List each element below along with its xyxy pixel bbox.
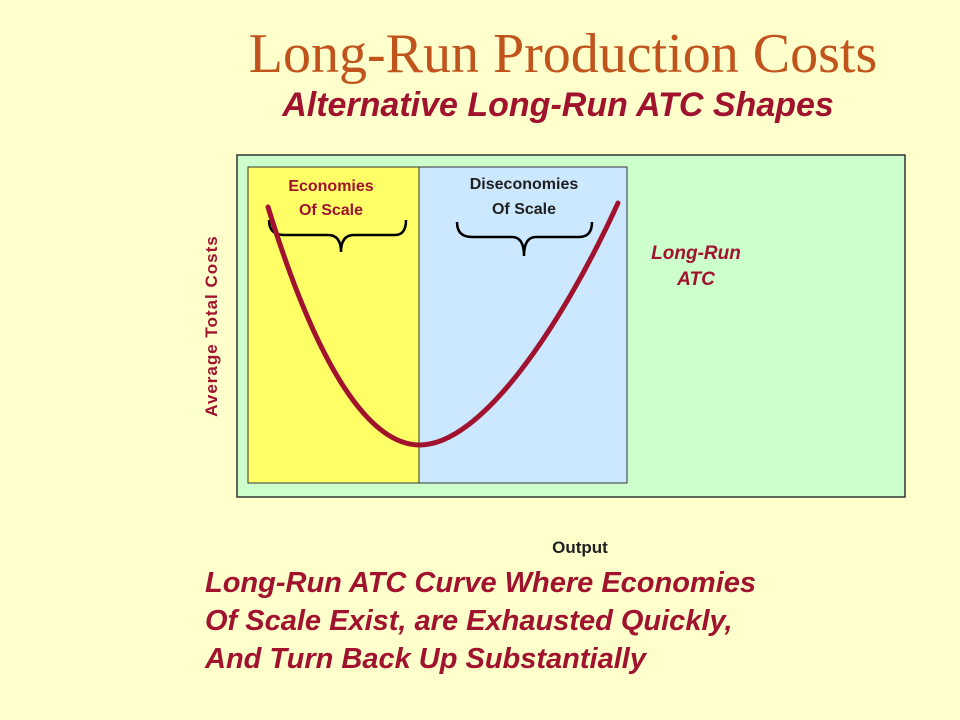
- caption-line-2: Of Scale Exist, are Exhausted Quickly,: [205, 605, 733, 637]
- caption: Long-Run ATC Curve Where Economies Of Sc…: [205, 564, 945, 678]
- curve-label-line-2: ATC: [676, 269, 715, 290]
- economies-label-line-1: Economies: [288, 178, 373, 195]
- caption-line-1: Long-Run ATC Curve Where Economies: [205, 567, 757, 599]
- long-run-atc-curve: [265, 200, 621, 448]
- page-subtitle: Alternative Long-Run ATC Shapes: [282, 86, 834, 124]
- diseconomies-label-line-2: Of Scale: [492, 201, 556, 218]
- diseconomies-brace: [455, 221, 594, 257]
- y-axis-label: Average Total Costs: [202, 235, 221, 417]
- caption-line-3: And Turn Back Up Substantially: [205, 643, 646, 675]
- economies-label-line-2: Of Scale: [299, 202, 363, 219]
- curve-label-line-1: Long-Run: [651, 243, 741, 264]
- diseconomies-of-scale-region: [418, 166, 628, 484]
- page-title: Long-Run Production Costs: [248, 23, 878, 85]
- x-axis-label: Output: [552, 538, 608, 557]
- diseconomies-label-line-1: Diseconomies: [470, 176, 579, 193]
